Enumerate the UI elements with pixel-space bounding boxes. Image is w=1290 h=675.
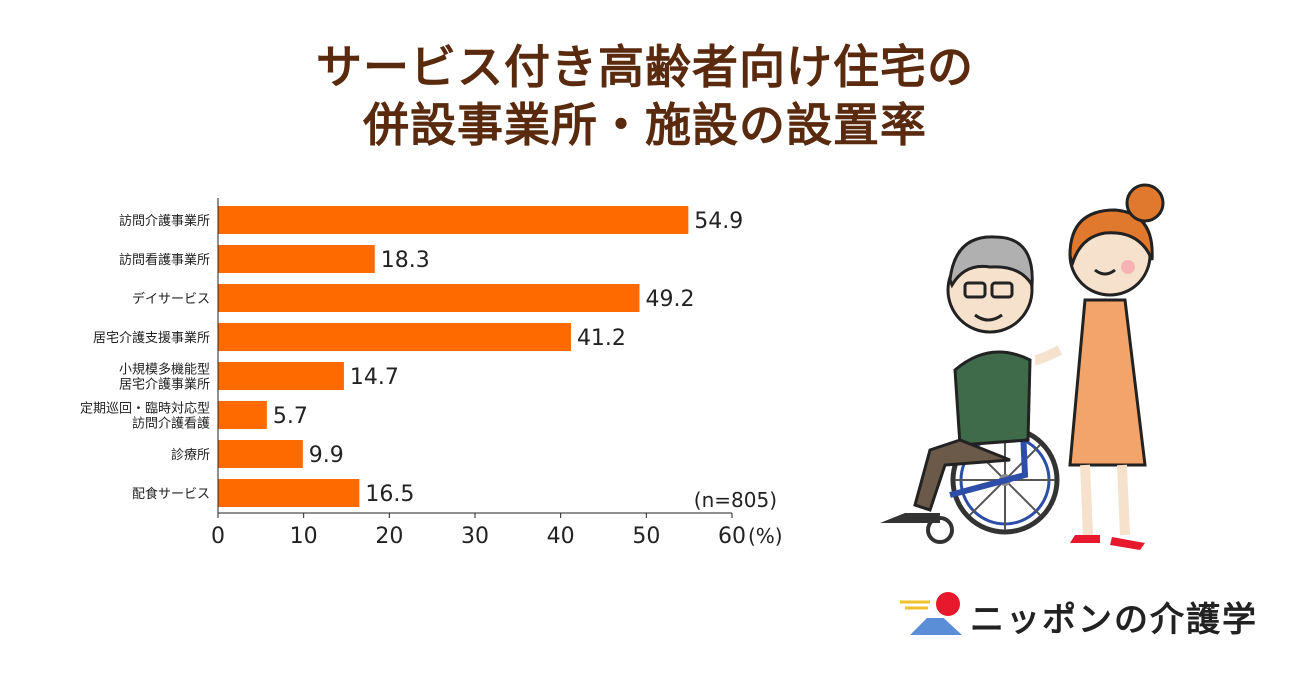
bar-6 [218, 440, 303, 468]
brand-logo: ニッポンの介護学 [900, 590, 1260, 640]
x-unit-label: (%) [748, 524, 783, 548]
x-tick-label-1: 10 [290, 524, 318, 549]
value-label-6: 9.9 [309, 443, 344, 468]
category-label-5: 定期巡回・臨時対応型訪問介護看護 [80, 402, 210, 432]
category-label-4: 小規模多機能型居宅介護事業所 [119, 362, 210, 393]
caregiver-wheelchair-illustration [880, 183, 1165, 550]
value-label-7: 16.5 [365, 482, 414, 507]
logo-mark-icon [900, 592, 962, 635]
bar-4 [218, 362, 344, 390]
logo-text: ニッポンの介護学 [970, 600, 1258, 640]
x-tick-label-5: 50 [632, 524, 660, 549]
bar-0 [218, 206, 689, 234]
value-label-2: 49.2 [645, 287, 694, 312]
chart-title: サービス付き高齢者向け住宅の 併設事業所・施設の設置率 [0, 38, 1290, 154]
category-label-1: 訪問看護事業所 [119, 252, 210, 268]
sample-size-note: (n=805) [694, 488, 777, 512]
category-label-3: 居宅介護支援事業所 [93, 330, 210, 346]
value-label-1: 18.3 [381, 248, 430, 273]
title-line-2: 併設事業所・施設の設置率 [363, 98, 927, 152]
value-label-5: 5.7 [273, 404, 308, 429]
bar-3 [218, 323, 571, 351]
title-line-1: サービス付き高齢者向け住宅の [316, 40, 974, 94]
category-label-7: 配食サービス [132, 486, 210, 502]
bar-7 [218, 479, 360, 507]
bar-1 [218, 245, 375, 273]
x-tick-label-2: 20 [375, 524, 403, 549]
x-tick-label-3: 30 [461, 524, 489, 549]
bar-2 [218, 284, 640, 312]
bar-chart: 訪問介護事業所 54.9 訪問看護事業所 18.3 デイサービス 49.2 居宅介護支援事業… [80, 198, 783, 549]
value-label-0: 54.9 [694, 209, 743, 234]
x-tick-label-4: 40 [547, 524, 575, 549]
value-label-3: 41.2 [577, 326, 626, 351]
x-tick-label-6: 60 [718, 524, 746, 549]
category-label-2: デイサービス [132, 291, 210, 307]
value-label-4: 14.7 [350, 365, 399, 390]
category-label-0: 訪問介護事業所 [119, 213, 210, 229]
category-label-6: 診療所 [171, 447, 210, 463]
x-tick-label-0: 0 [211, 524, 225, 549]
bar-5 [218, 401, 267, 429]
